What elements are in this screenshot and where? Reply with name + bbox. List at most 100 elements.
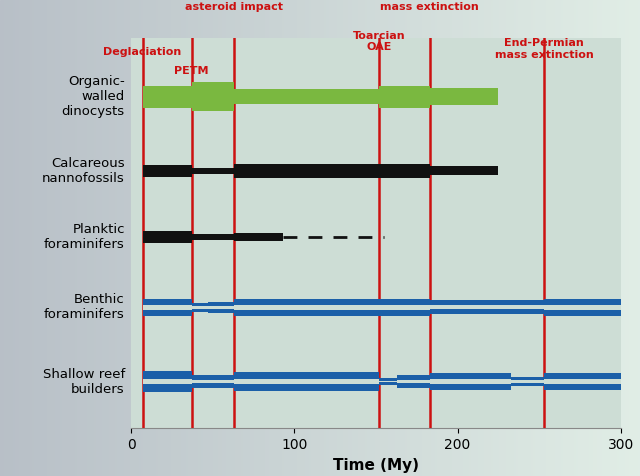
Bar (13, 0, 15, 476)
Bar (211, 0, 213, 476)
Bar (288, 0, 290, 476)
Bar (56, 0, 58, 476)
Bar (333, 0, 335, 476)
Bar (11, 0, 13, 476)
Bar (544, 299, 621, 316)
Bar (248, 0, 250, 476)
Bar (472, 0, 474, 476)
Bar (386, 0, 388, 476)
Bar (237, 0, 239, 476)
Bar (520, 0, 523, 476)
Bar (26, 0, 28, 476)
Bar (301, 0, 303, 476)
Bar (358, 0, 360, 476)
Bar (252, 0, 254, 476)
Bar (529, 0, 531, 476)
Bar (122, 0, 124, 476)
Bar (352, 0, 354, 476)
Bar (149, 0, 152, 476)
Bar (388, 0, 390, 476)
Text: Deglaciation: Deglaciation (104, 47, 182, 57)
Bar (154, 0, 156, 476)
Bar (440, 0, 442, 476)
Bar (207, 0, 209, 476)
Bar (326, 0, 328, 476)
Bar (124, 0, 126, 476)
Bar (514, 0, 516, 476)
Bar (429, 0, 431, 476)
Bar (608, 0, 610, 476)
Bar (331, 0, 333, 476)
Bar (173, 0, 175, 476)
Bar (418, 0, 420, 476)
Bar (245, 0, 248, 476)
Bar (43, 0, 45, 476)
Bar (420, 0, 422, 476)
Bar (196, 0, 198, 476)
Bar (271, 0, 273, 476)
Bar (484, 0, 486, 476)
Bar (224, 0, 226, 476)
Bar (518, 0, 520, 476)
Bar (570, 0, 572, 476)
Bar (175, 0, 177, 476)
Bar (636, 0, 638, 476)
Bar (363, 0, 365, 476)
Bar (544, 373, 621, 390)
Bar (234, 89, 380, 104)
Bar (51, 0, 53, 476)
Text: Organic-
walled
dinocysts: Organic- walled dinocysts (61, 75, 125, 118)
Bar (395, 0, 397, 476)
Bar (516, 0, 518, 476)
Bar (234, 305, 430, 310)
Bar (203, 0, 205, 476)
Bar (130, 0, 132, 476)
Bar (34, 0, 36, 476)
Bar (126, 0, 128, 476)
Bar (568, 0, 570, 476)
Bar (277, 0, 280, 476)
Bar (286, 0, 288, 476)
Bar (316, 0, 318, 476)
Bar (194, 0, 196, 476)
Bar (397, 375, 430, 388)
Text: Cretaceous
asteroid impact: Cretaceous asteroid impact (185, 0, 283, 12)
Bar (405, 0, 408, 476)
Bar (623, 0, 625, 476)
Bar (380, 378, 397, 385)
Bar (290, 0, 292, 476)
Bar (273, 0, 275, 476)
Bar (593, 0, 595, 476)
Bar (264, 0, 267, 476)
X-axis label: Time (My): Time (My) (333, 458, 419, 473)
Bar (258, 0, 260, 476)
Bar (132, 0, 134, 476)
Bar (555, 0, 557, 476)
Bar (563, 0, 565, 476)
Bar (294, 0, 296, 476)
Bar (557, 0, 559, 476)
Bar (416, 0, 418, 476)
Bar (83, 0, 85, 476)
Bar (134, 0, 136, 476)
Bar (392, 0, 395, 476)
Bar (8, 0, 11, 476)
Bar (390, 0, 392, 476)
Bar (582, 0, 584, 476)
Bar (303, 0, 305, 476)
Bar (109, 0, 111, 476)
Bar (456, 0, 459, 476)
Bar (160, 0, 162, 476)
Bar (200, 0, 203, 476)
Bar (143, 0, 145, 476)
Bar (280, 0, 282, 476)
Bar (107, 0, 109, 476)
Bar (538, 0, 540, 476)
Text: PETM: PETM (174, 66, 209, 76)
Bar (24, 0, 26, 476)
Text: Calcareous
nannofossils: Calcareous nannofossils (42, 157, 125, 185)
Bar (430, 88, 499, 105)
Bar (397, 0, 399, 476)
Bar (234, 372, 380, 391)
Bar (191, 234, 234, 240)
